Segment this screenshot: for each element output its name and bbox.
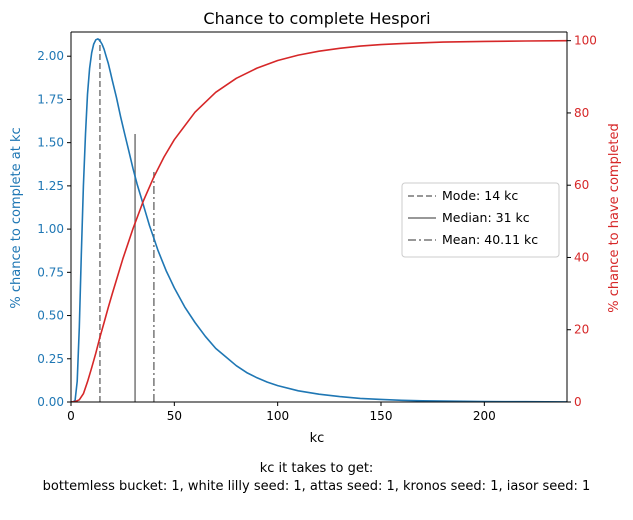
legend: Mode: 14 kc Median: 31 kc Mean: 40.11 kc <box>401 182 560 258</box>
left-y-tick-label: 2.00 <box>37 49 64 63</box>
left-y-tick-label: 1.50 <box>37 136 64 150</box>
x-tick-label: 0 <box>67 409 75 423</box>
legend-label: Mode: 14 kc <box>442 188 518 203</box>
right-y-tick-label: 40 <box>574 250 589 264</box>
caption-line-2: bottemless bucket: 1, white lilly seed: … <box>42 479 591 494</box>
left-y-tick-label: 0.75 <box>37 265 64 279</box>
x-tick-label: 50 <box>167 409 182 423</box>
left-y-tick-label: 1.25 <box>37 179 64 193</box>
cumulative-curve <box>71 39 567 402</box>
chart-title: Chance to complete Hespori <box>203 9 430 28</box>
legend-label: Mean: 40.11 kc <box>442 232 538 247</box>
right-y-tick-label: 20 <box>574 323 589 337</box>
left-y-tick-label: 0.50 <box>37 309 64 323</box>
x-tick-label: 100 <box>266 409 289 423</box>
plot-area <box>71 38 567 402</box>
x-tick-label: 200 <box>473 409 496 423</box>
left-y-axis-label: % chance to complete at kc <box>9 127 24 308</box>
series-group <box>71 38 567 402</box>
right-y-tick-label: 60 <box>574 178 589 192</box>
legend-label: Median: 31 kc <box>442 210 530 225</box>
chart: Chance to complete Hespori 0 50 100 150 2000… <box>9 9 622 446</box>
left-y-tick-label: 1.75 <box>37 92 64 106</box>
probability-curve <box>71 38 567 402</box>
right-y-tick-label: 0 <box>574 395 582 409</box>
left-y-tick-label: 0.00 <box>37 395 64 409</box>
right-y-tick-label: 100 <box>574 34 597 48</box>
caption-line-1: kc it takes to get: <box>259 461 374 476</box>
x-axis-label: kc <box>310 431 325 446</box>
right-y-tick-label: 80 <box>574 106 589 120</box>
x-tick-label: 150 <box>370 409 393 423</box>
axes: 0 50 100 150 2000.000.250.500.751.001.251.50… <box>37 31 597 423</box>
left-y-tick-label: 1.00 <box>37 222 64 236</box>
right-y-axis-label: % chance to have completed <box>607 123 622 313</box>
legend-box <box>401 182 560 258</box>
left-y-tick-label: 0.25 <box>37 352 64 366</box>
